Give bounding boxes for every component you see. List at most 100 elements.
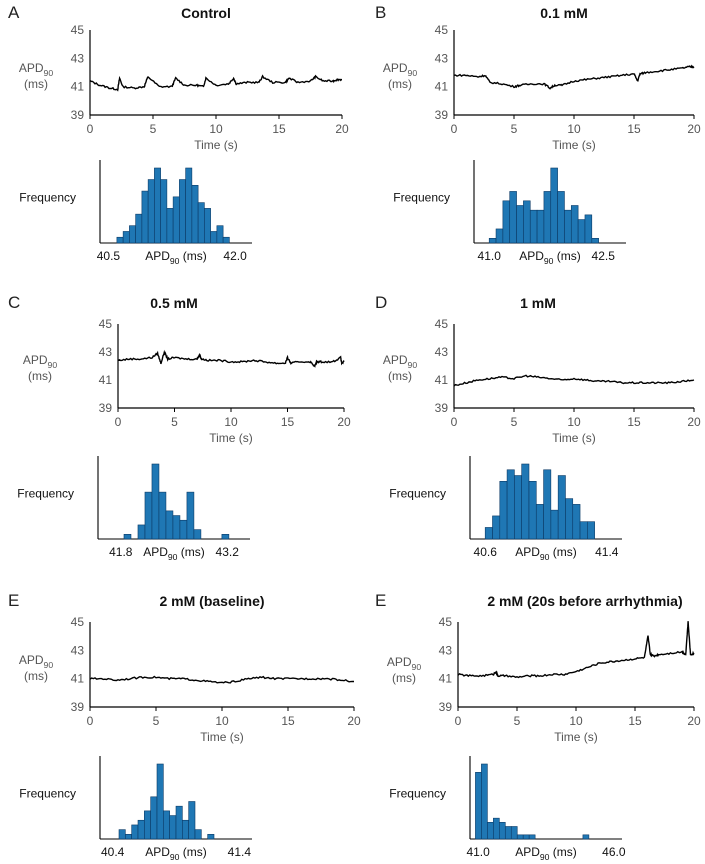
panel-letter: B <box>375 3 386 22</box>
series-line <box>89 675 354 684</box>
y-axis-unit: (ms) <box>388 369 412 383</box>
hist-bar <box>577 219 586 244</box>
y-tick-label: 45 <box>435 317 449 331</box>
hist-y-label: Frequency <box>389 787 446 801</box>
y-axis-unit: (ms) <box>24 669 48 683</box>
hist-bar <box>509 191 517 244</box>
x-tick-label: 0 <box>451 415 458 429</box>
x-tick-label: 20 <box>335 122 349 136</box>
hist-bar <box>557 475 566 540</box>
hist-x-tick-label: 41.4 <box>228 845 252 859</box>
hist-bar <box>156 763 164 840</box>
hist-x-label-main: APD <box>519 249 544 263</box>
hist-bar <box>118 829 126 840</box>
x-tick-label: 10 <box>569 714 583 728</box>
hist-x-tick-label: 40.6 <box>474 545 498 559</box>
hist-bar <box>207 834 215 840</box>
x-tick-label: 5 <box>511 415 518 429</box>
hist-x-label-unit: (ms) <box>179 249 206 263</box>
y-tick-label: 45 <box>439 615 453 629</box>
hist-bar <box>572 504 581 540</box>
hist-bar <box>536 209 545 244</box>
x-axis-label: Time (s) <box>200 730 244 744</box>
y-axis-unit: (ms) <box>392 671 416 685</box>
y-tick-label: 45 <box>71 23 85 37</box>
hist-bar <box>191 185 199 244</box>
y-tick-label: 41 <box>71 80 85 94</box>
hist-bar <box>584 214 593 244</box>
hist-bar <box>484 527 493 540</box>
panel-title: Control <box>181 5 231 21</box>
y-axis-label: APD90 <box>19 61 53 78</box>
series-line <box>457 621 695 679</box>
hist-bar <box>528 834 536 840</box>
hist-x-label-sub: 90 <box>170 852 180 862</box>
hist-bar <box>188 801 196 840</box>
hist-bar <box>475 772 482 840</box>
hist-bar <box>154 167 161 244</box>
x-tick-label: 5 <box>150 122 157 136</box>
x-tick-label: 0 <box>451 122 458 136</box>
hist-bar <box>550 509 559 540</box>
hist-x-tick-label: 40.4 <box>101 845 125 859</box>
hist-bar <box>163 810 170 840</box>
hist-x-tick-label: 41.0 <box>478 249 502 263</box>
hist-x-label-unit: (ms) <box>553 249 580 263</box>
hist-x-label: APD90 (ms) <box>145 845 207 862</box>
y-axis-label-sub: 90 <box>412 662 422 672</box>
panel-5: E 2 mM (20s before arrhythmia) 39 41 43 45 0 5 1… <box>375 591 701 862</box>
hist-bar <box>116 236 124 244</box>
hist-bar <box>193 529 202 540</box>
x-axis-label: Time (s) <box>552 138 596 152</box>
series-line <box>453 64 695 90</box>
hist-x-label-main: APD <box>145 845 170 859</box>
hist-bar <box>147 179 155 244</box>
y-tick-label: 41 <box>435 373 449 387</box>
y-tick-label: 39 <box>435 401 449 415</box>
panel-title: 2 mM (baseline) <box>159 593 264 609</box>
hist-bar <box>141 190 149 244</box>
hist-bar <box>521 463 530 540</box>
hist-bar <box>122 231 130 244</box>
hist-x-label-unit: (ms) <box>179 845 206 859</box>
y-axis-label-sub: 90 <box>44 68 54 78</box>
x-tick-label: 10 <box>567 122 581 136</box>
hist-bar <box>137 819 145 840</box>
panel-title: 0.1 mM <box>540 5 587 21</box>
hist-x-tick-label: 42.5 <box>592 249 616 263</box>
y-axis-label-main: APD <box>383 61 408 75</box>
hist-bar <box>165 510 174 540</box>
y-axis-label-main: APD <box>19 61 44 75</box>
hist-x-label-unit: (ms) <box>549 545 576 559</box>
hist-bar <box>194 829 202 840</box>
hist-y-label: Frequency <box>393 191 450 205</box>
hist-x-label-sub: 90 <box>540 552 550 562</box>
x-tick-label: 20 <box>687 714 701 728</box>
hist-bar <box>565 498 574 540</box>
x-tick-label: 10 <box>209 122 223 136</box>
hist-bar <box>582 834 590 840</box>
hist-x-label-main: APD <box>143 545 168 559</box>
y-tick-label: 43 <box>435 345 449 359</box>
hist-bar <box>169 815 177 840</box>
y-axis-unit: (ms) <box>388 77 412 91</box>
hist-bar <box>123 534 132 540</box>
x-tick-label: 0 <box>455 714 462 728</box>
series-line <box>117 349 345 368</box>
hist-bar <box>151 463 160 540</box>
hist-bar <box>523 200 531 244</box>
x-tick-label: 5 <box>511 122 518 136</box>
hist-bar <box>129 225 136 244</box>
hist-bar <box>550 167 558 244</box>
hist-bar <box>210 231 218 244</box>
hist-bar <box>487 822 494 840</box>
x-tick-label: 15 <box>281 714 295 728</box>
hist-bar <box>499 822 506 840</box>
x-axis-label: Time (s) <box>194 138 238 152</box>
hist-y-label: Frequency <box>17 487 74 501</box>
hist-bar <box>204 208 211 244</box>
hist-bar <box>535 504 544 540</box>
x-tick-label: 15 <box>628 714 642 728</box>
hist-x-tick-label: 46.0 <box>602 845 626 859</box>
panel-letter: C <box>8 293 20 312</box>
